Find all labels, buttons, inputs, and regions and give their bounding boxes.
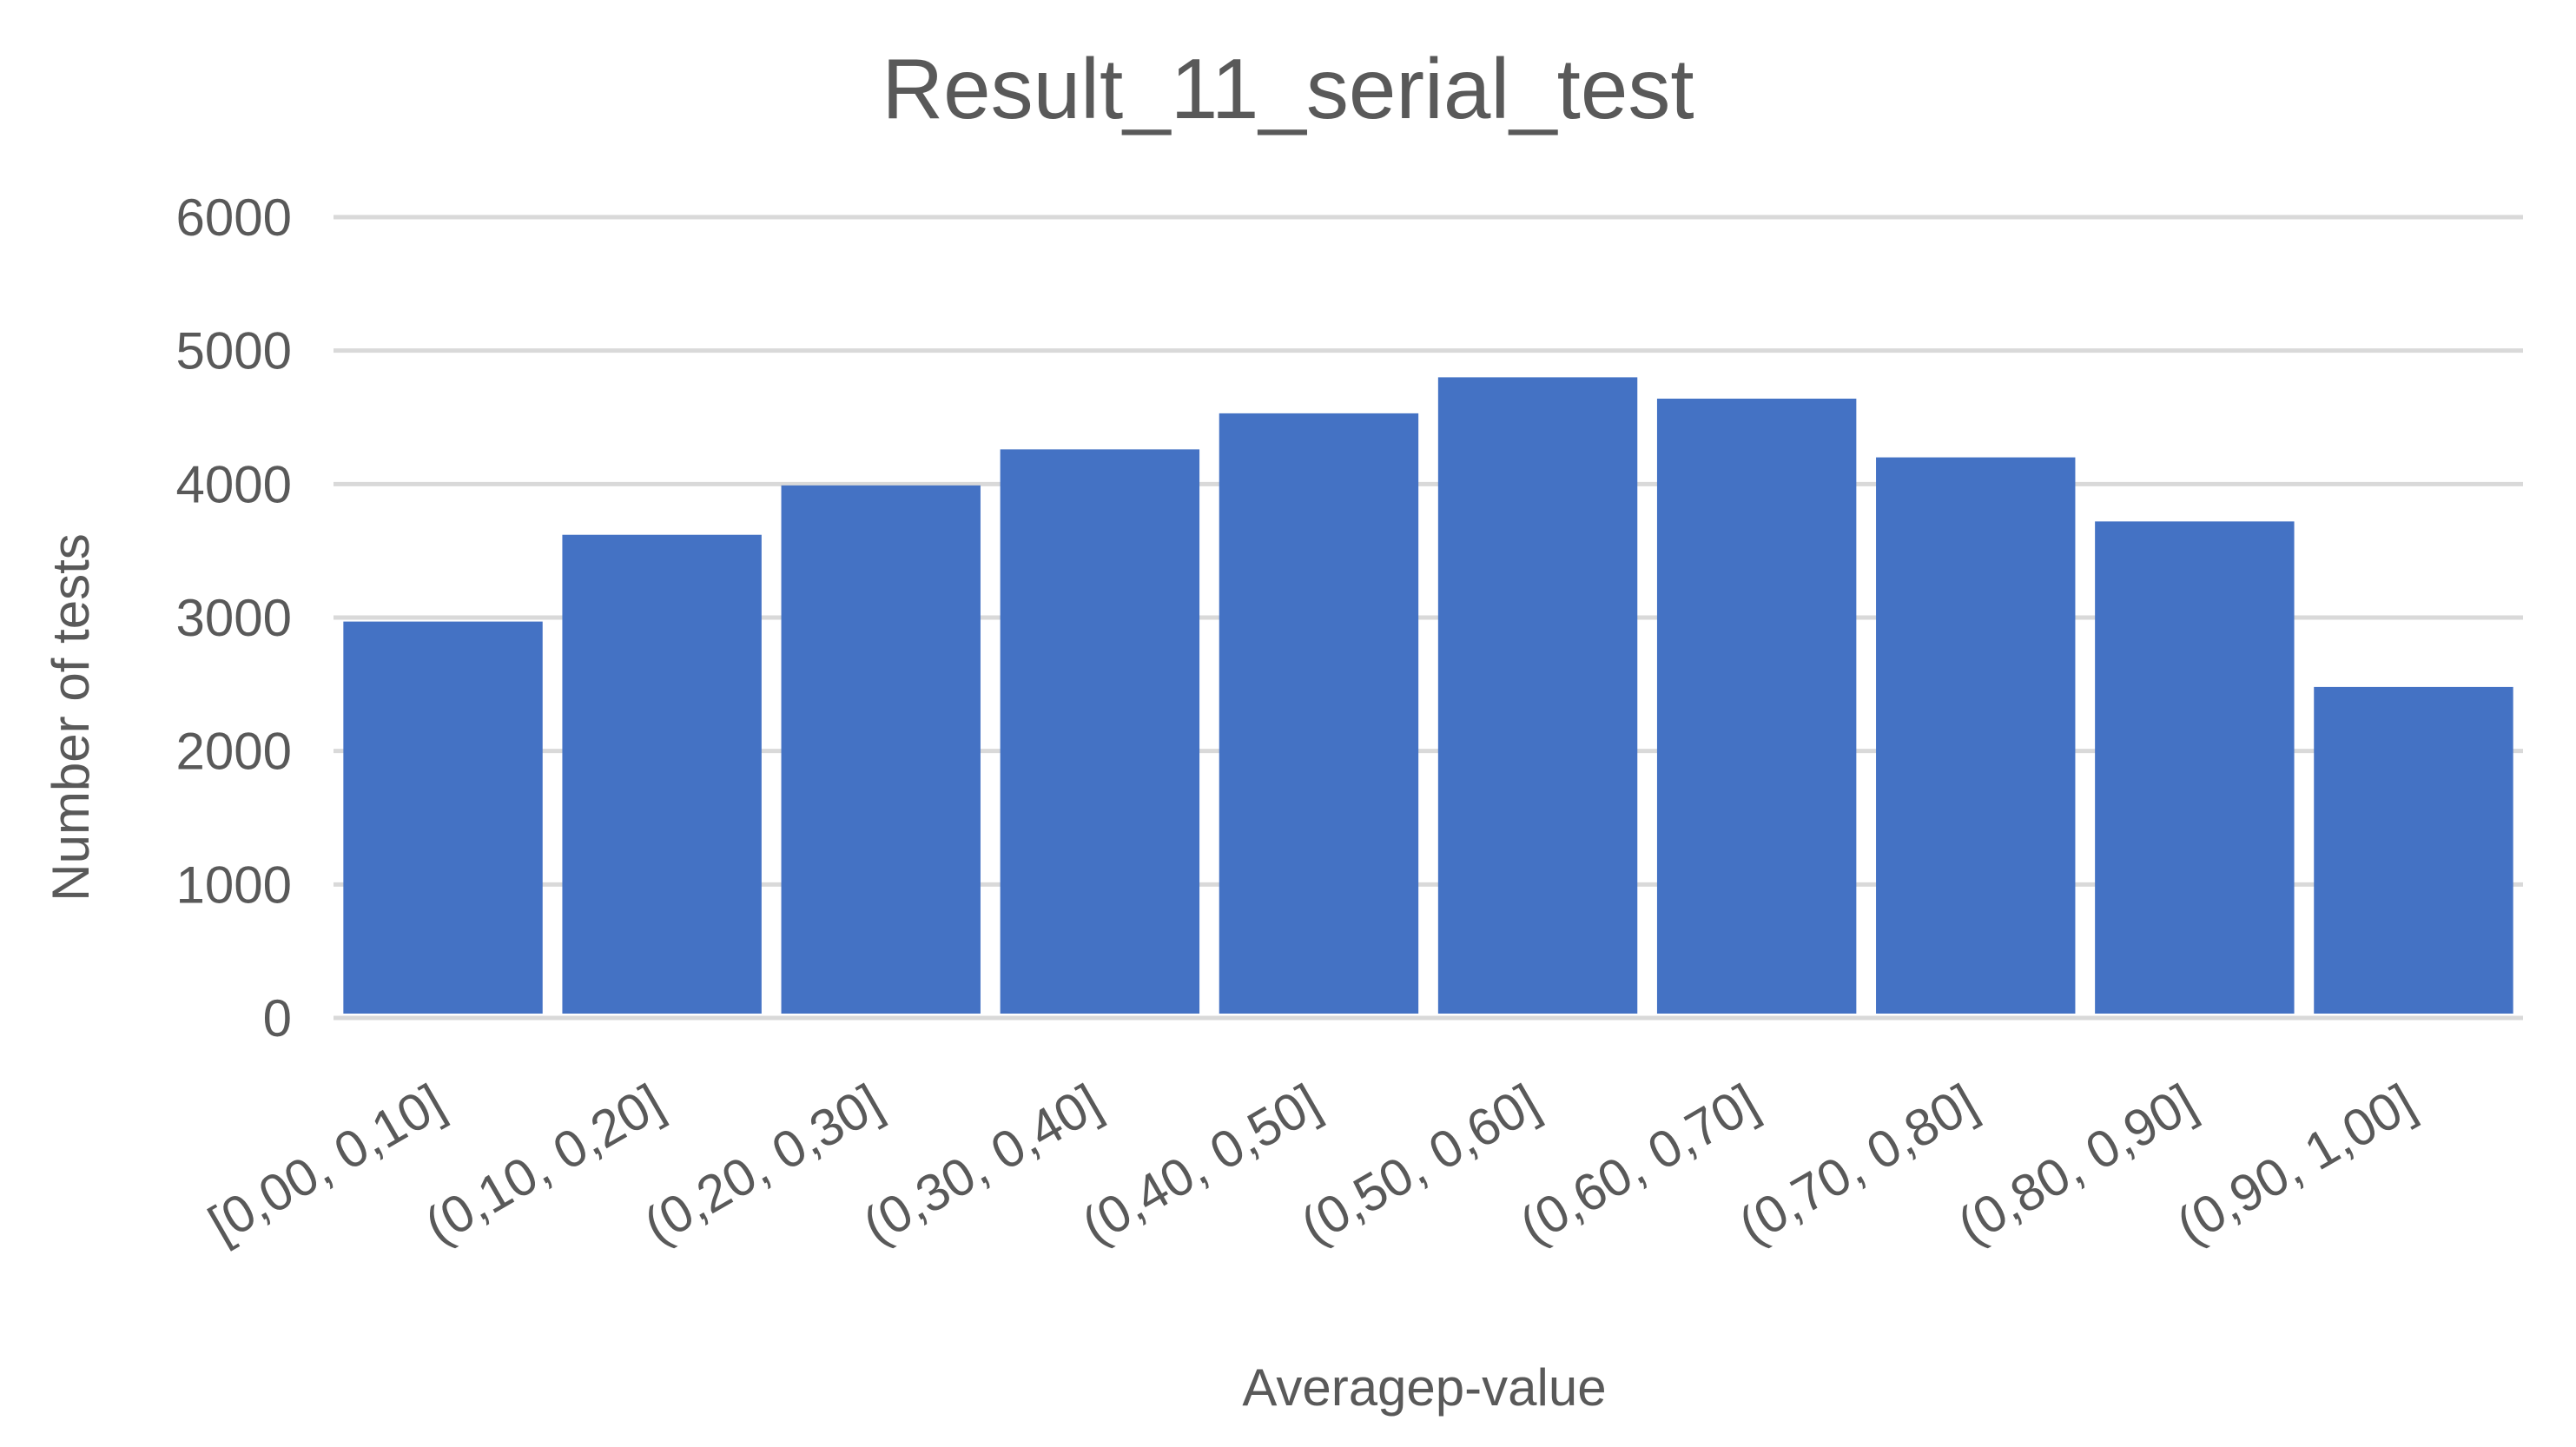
bar [1000,449,1200,1014]
y-tick-label: 2000 [176,723,292,781]
y-axis-title: Number of tests [42,533,100,902]
x-tick-label: (0,60, 0,70] [1510,1073,1767,1255]
bar [1219,413,1419,1014]
x-tick-label: (0,50, 0,60] [1291,1073,1549,1255]
y-tick-label: 0 [263,989,292,1047]
bar [2095,521,2295,1014]
x-tick-label: (0,10, 0,20] [415,1073,672,1255]
x-tick-label: (0,20, 0,30] [634,1073,891,1255]
x-tick-label: (0,30, 0,40] [853,1073,1110,1255]
x-tick-label: (0,70, 0,80] [1729,1073,1986,1255]
y-tick-label: 6000 [176,188,292,247]
bar [781,485,981,1014]
y-tick-label: 3000 [176,589,292,647]
x-tick-label: [0,00, 0,10] [199,1073,454,1253]
bars [343,377,2513,1014]
y-tick-label: 1000 [176,856,292,914]
chart-title: Result_11_serial_test [882,41,1694,136]
bar [343,621,543,1014]
x-axis-ticks: [0,00, 0,10](0,10, 0,20](0,20, 0,30](0,3… [199,1073,2424,1255]
x-tick-label: (0,40, 0,50] [1073,1073,1330,1255]
bar [1437,377,1638,1014]
bar [562,534,762,1014]
bar [1876,457,2076,1014]
y-tick-label: 5000 [176,322,292,380]
x-tick-label: (0,80, 0,90] [1948,1073,2205,1255]
y-axis-ticks: 0 1000 2000 3000 4000 5000 6000 [176,188,292,1047]
bar [1656,398,1857,1014]
bar [2314,686,2513,1014]
y-tick-label: 4000 [176,455,292,513]
x-tick-label: (0,90, 1,00] [2167,1073,2424,1255]
x-axis-title: Averagep-value [1242,1358,1606,1417]
